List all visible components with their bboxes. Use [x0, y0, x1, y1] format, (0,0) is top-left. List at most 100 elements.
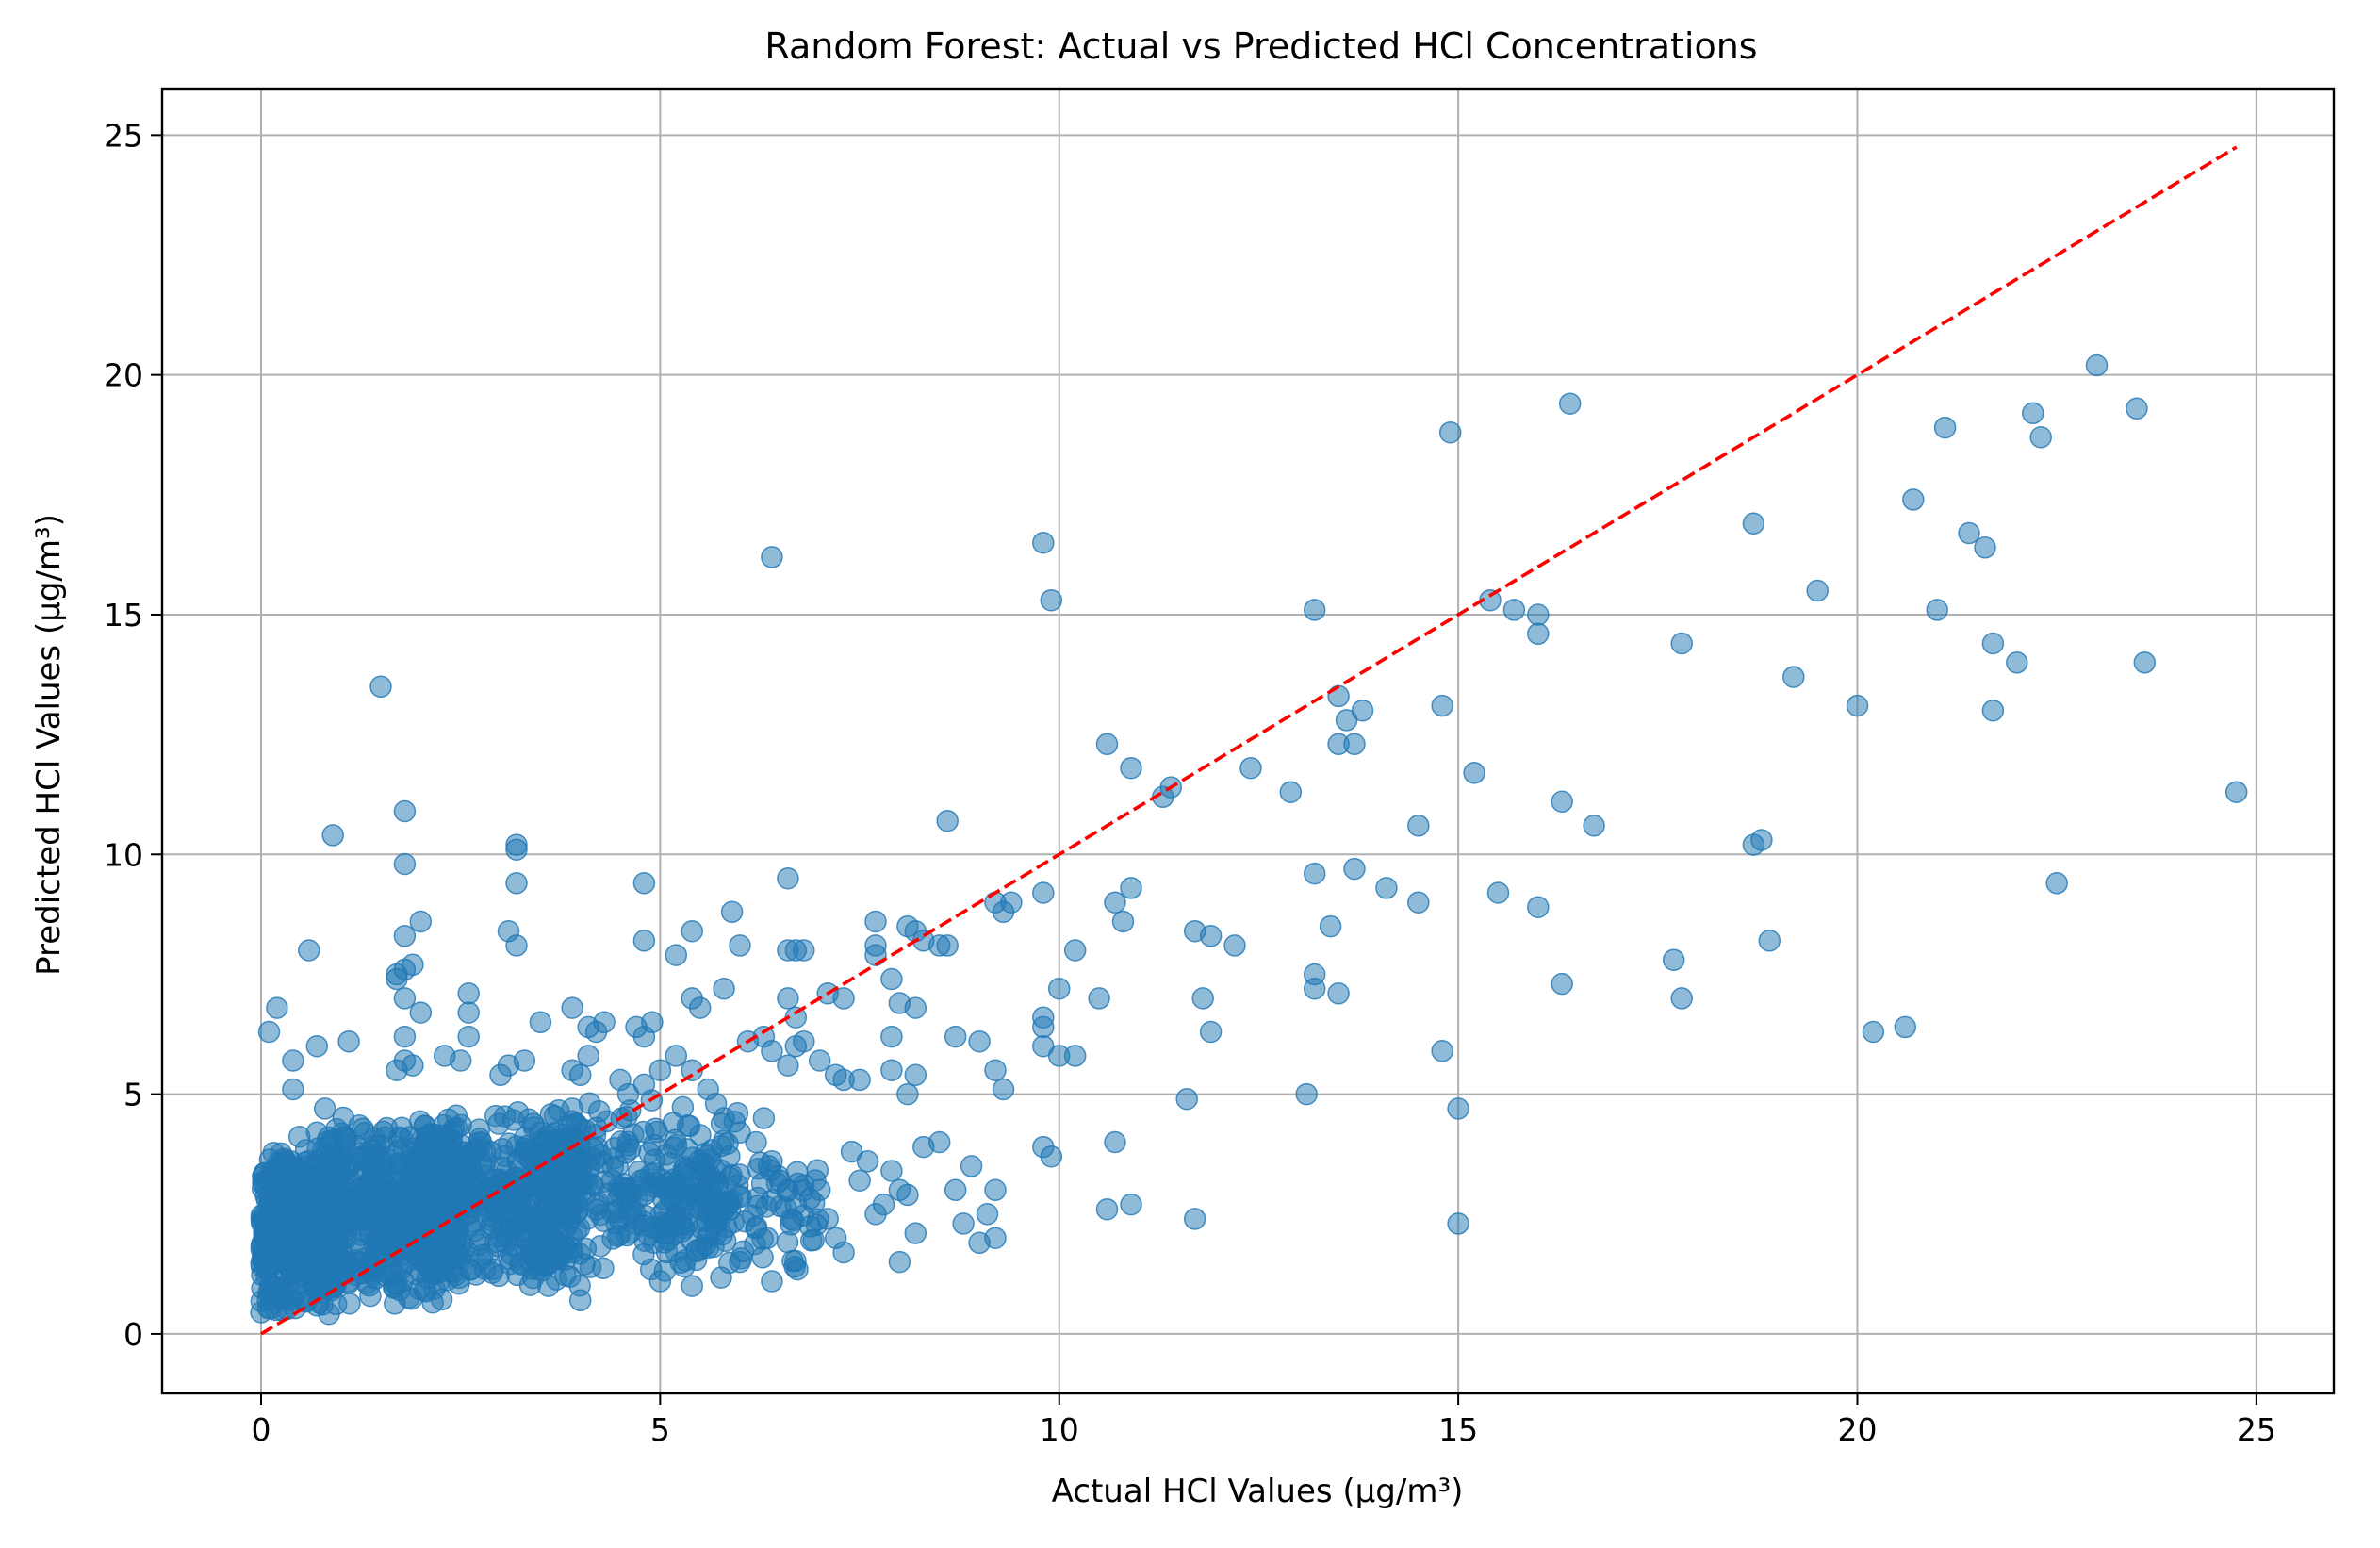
x-axis-ticks: 0 5 10 15 20 25	[251, 1393, 2276, 1448]
data-point	[1862, 1020, 1885, 1044]
data-point	[984, 1178, 1007, 1202]
data-point	[1303, 977, 1326, 1000]
data-point	[338, 1292, 361, 1315]
data-point	[294, 1187, 318, 1210]
data-point	[280, 1149, 303, 1173]
data-point	[1527, 603, 1550, 626]
data-point	[777, 866, 799, 890]
data-point	[537, 1275, 560, 1297]
data-point	[388, 1152, 411, 1175]
data-point	[777, 1054, 799, 1077]
data-point	[697, 1236, 719, 1260]
plot-frame	[160, 87, 2336, 1395]
data-point	[665, 1045, 688, 1067]
data-point	[1191, 987, 1214, 1010]
data-point	[321, 824, 344, 847]
data-point	[904, 1063, 927, 1087]
data-point	[1670, 632, 1693, 655]
grid	[162, 89, 2334, 1393]
data-point	[1431, 694, 1453, 717]
data-point	[1407, 891, 1430, 914]
data-point	[761, 546, 783, 568]
data-point	[848, 1169, 871, 1192]
data-point	[856, 1150, 879, 1173]
data-point	[992, 1078, 1015, 1101]
data-point	[904, 996, 927, 1019]
data-point	[1958, 521, 1980, 545]
data-point	[490, 1156, 513, 1178]
data-point	[402, 1054, 424, 1077]
data-point	[1527, 622, 1550, 646]
data-point	[1933, 416, 1957, 439]
data-point	[282, 1078, 304, 1101]
data-point	[505, 872, 528, 895]
data-point	[661, 1176, 684, 1198]
data-point	[393, 925, 417, 947]
data-point	[386, 967, 408, 991]
data-point	[341, 1260, 365, 1282]
data-point	[457, 1001, 480, 1024]
data-point	[632, 1243, 655, 1266]
data-point	[888, 1250, 911, 1274]
data-point	[471, 1243, 494, 1267]
data-point	[361, 1210, 384, 1233]
data-point	[1199, 925, 1223, 947]
data-point	[437, 1240, 461, 1263]
data-point	[259, 1190, 283, 1213]
data-point	[1120, 877, 1142, 899]
data-point	[864, 910, 887, 933]
data-point	[1047, 977, 1071, 1000]
data-point	[1806, 579, 1829, 602]
data-point	[720, 900, 744, 924]
data-point	[498, 1132, 520, 1155]
data-point	[260, 1235, 284, 1258]
data-point	[944, 1178, 967, 1202]
data-point	[1104, 1130, 1126, 1154]
data-point	[618, 1137, 642, 1161]
data-point	[1239, 756, 1262, 780]
data-point	[266, 996, 288, 1019]
reference-line	[260, 145, 2238, 1336]
data-point	[568, 1063, 592, 1087]
y-tick-label: 10	[104, 836, 143, 873]
data-point	[674, 1249, 697, 1272]
data-point	[880, 1059, 903, 1081]
data-point	[568, 1289, 592, 1312]
data-point	[335, 1128, 358, 1151]
data-point	[409, 1001, 433, 1024]
data-point	[1032, 1034, 1055, 1058]
data-point	[864, 944, 887, 966]
data-point	[960, 1155, 983, 1177]
data-point	[681, 919, 703, 943]
data-point	[745, 1217, 767, 1240]
data-point	[1981, 632, 2005, 655]
data-point	[632, 872, 656, 895]
data-point	[776, 1230, 799, 1254]
data-point	[1750, 829, 1773, 851]
data-point	[1351, 699, 1374, 722]
data-point	[593, 1011, 616, 1034]
data-point	[936, 809, 959, 832]
data-point	[435, 1124, 457, 1147]
data-point	[936, 934, 959, 957]
data-point	[1088, 987, 1110, 1010]
data-point	[348, 1114, 370, 1137]
data-point	[1902, 488, 1925, 511]
data-point	[808, 1049, 831, 1072]
data-point	[1120, 756, 1142, 780]
x-tick-label: 15	[1438, 1411, 1478, 1448]
data-point	[952, 1212, 975, 1235]
data-point	[755, 1195, 778, 1218]
data-point	[816, 1208, 839, 1230]
data-point	[384, 1273, 407, 1295]
data-point	[462, 1140, 484, 1163]
reference-line-layer	[260, 145, 2238, 1336]
data-point	[681, 1275, 703, 1297]
data-point	[1894, 1015, 1917, 1039]
data-point	[687, 1196, 711, 1220]
data-point	[574, 1237, 598, 1260]
data-point	[1551, 972, 1573, 996]
data-point	[505, 934, 528, 957]
